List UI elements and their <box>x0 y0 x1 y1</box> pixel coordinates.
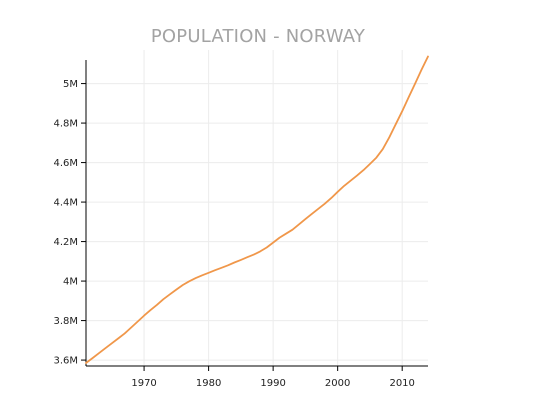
x-tick-label-3: 2000 <box>325 378 350 389</box>
x-tick-label-4: 2010 <box>389 378 414 389</box>
y-tick-label-2: 4M <box>63 277 78 288</box>
x-tick-label-2: 1990 <box>260 378 285 389</box>
grid-layer <box>86 50 428 366</box>
y-tick-label-7: 5M <box>63 79 78 90</box>
chart-title: POPULATION - NORWAY <box>150 26 366 47</box>
y-tick-label-1: 3.8M <box>53 316 78 327</box>
x-tick-label-0: 1970 <box>131 378 156 389</box>
y-tick-label-4: 4.4M <box>53 198 78 209</box>
y-tick-label-3: 4.2M <box>53 237 78 248</box>
series-layer <box>85 55 429 364</box>
x-tick-label-1: 1980 <box>196 378 221 389</box>
y-tick-label-0: 3.6M <box>53 356 78 367</box>
population-line <box>85 55 429 364</box>
y-tick-label-5: 4.6M <box>53 158 78 169</box>
axis-layer: 3.6M 3.8M 4M 4.2M 4.4M 4.6M 4.8M 5M 1970 1980 1990… <box>53 60 428 389</box>
y-tick-label-6: 4.8M <box>53 119 78 130</box>
